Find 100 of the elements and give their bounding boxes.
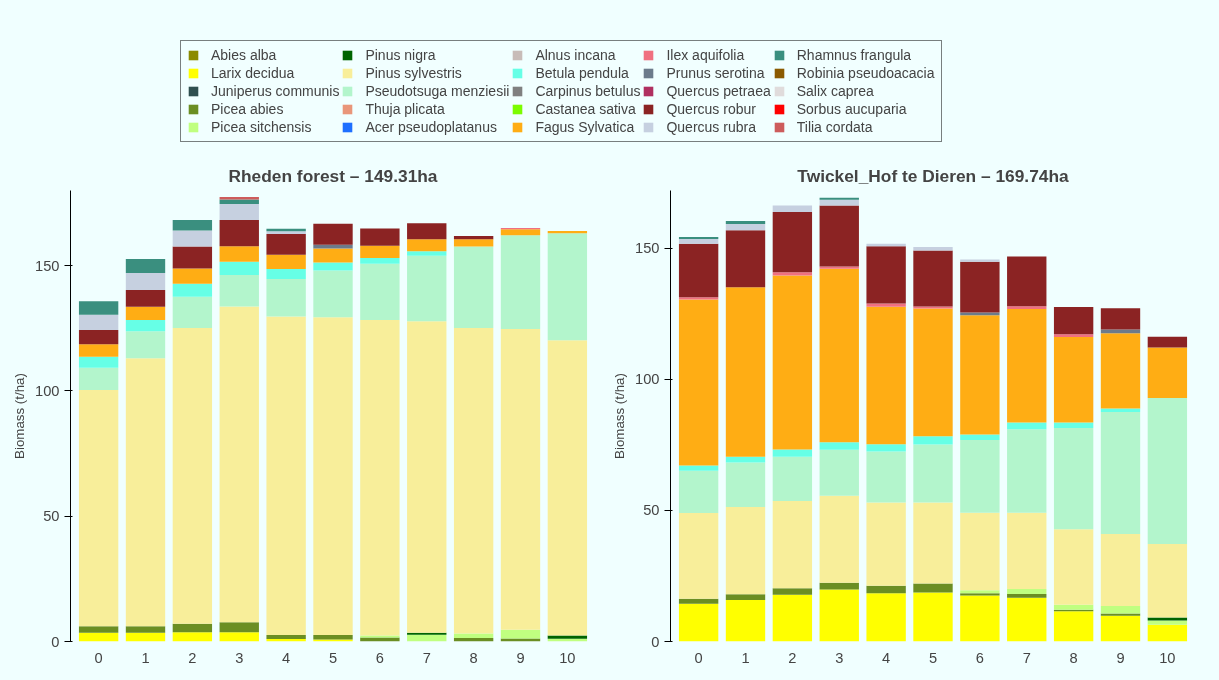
bar [1053, 611, 1094, 642]
legend-label: Rhamnus frangula [796, 47, 912, 63]
legend-label: Quercus robur [666, 101, 756, 117]
y-tick-label: 100 [635, 371, 660, 388]
y-axis-title: Biomass (t/ha) [612, 373, 628, 459]
bar [78, 356, 119, 368]
x-tick-label: 9 [516, 649, 525, 666]
bar [678, 297, 719, 300]
chart-title: Rheden forest – 149.31ha [228, 165, 438, 186]
bar [453, 236, 494, 240]
bar [1100, 408, 1141, 413]
bar [678, 239, 719, 244]
bar [219, 220, 259, 247]
legend-label: Alnus incana [535, 47, 616, 63]
x-tick-label: 3 [235, 649, 244, 666]
bar [407, 632, 447, 635]
legend-label: Quercus rubra [666, 119, 756, 135]
bar [866, 451, 906, 503]
bar [913, 444, 953, 503]
legend-label: Carpinus betulus [535, 83, 641, 99]
x-tick-label: 5 [328, 649, 338, 666]
bar [78, 389, 119, 627]
bar [960, 315, 1000, 435]
y-tick-label: 100 [35, 382, 60, 399]
bar [78, 330, 119, 345]
bar [219, 274, 259, 307]
bar [407, 251, 447, 256]
legend-label: Robinia pseudoacacia [796, 65, 935, 81]
y-tick-label: 50 [643, 502, 660, 519]
bar [219, 197, 259, 200]
bar [819, 495, 859, 583]
bar [125, 632, 166, 642]
bar [313, 634, 353, 640]
x-tick-label: 2 [188, 649, 197, 666]
bar [500, 329, 541, 630]
bar [913, 246, 953, 251]
bar [725, 462, 766, 507]
bar [407, 223, 447, 240]
bar [866, 593, 906, 642]
bar [1147, 347, 1188, 398]
legend-label: Acer pseudoplatanus [365, 119, 497, 135]
bar [453, 633, 494, 638]
legend-label: Prunus serotina [666, 65, 765, 81]
bar [678, 603, 719, 642]
bar [819, 449, 859, 496]
bar [1147, 336, 1188, 348]
bar [772, 272, 813, 276]
bar [360, 257, 400, 264]
y-tick-label: 50 [43, 508, 60, 525]
bar [125, 306, 166, 321]
bar [772, 275, 813, 450]
bar [500, 638, 541, 642]
bar [547, 233, 588, 341]
x-tick-label: 1 [741, 649, 750, 666]
x-tick-label: 7 [422, 649, 431, 666]
bar [78, 301, 119, 315]
x-tick-label: 8 [469, 649, 478, 666]
bar [313, 262, 353, 271]
bar [78, 367, 119, 390]
x-tick-label: 0 [694, 649, 703, 666]
bar [866, 306, 906, 445]
x-tick-label: 7 [1022, 649, 1031, 666]
bar [1053, 604, 1094, 610]
legend-label: Picea abies [211, 101, 284, 117]
bar [1053, 422, 1094, 429]
legend-label: Betula pendula [535, 65, 629, 81]
bar [725, 594, 766, 601]
bar [1100, 613, 1141, 616]
bar [172, 296, 213, 329]
bar [1100, 606, 1141, 614]
bar [1147, 617, 1188, 621]
bar [219, 306, 259, 623]
bar [407, 239, 447, 252]
x-tick-label: 6 [975, 649, 984, 666]
bar [960, 434, 1000, 441]
bar [172, 632, 213, 642]
bar [125, 626, 166, 633]
y-tick-label: 150 [35, 257, 60, 274]
bar [1007, 309, 1047, 423]
bar [678, 470, 719, 514]
legend-label: Juniperus communis [211, 83, 340, 99]
bar [360, 637, 400, 642]
bar [78, 626, 119, 633]
bar [313, 223, 353, 245]
bar [1007, 512, 1047, 590]
bar [360, 320, 400, 636]
x-tick-label: 6 [375, 649, 384, 666]
bar [960, 259, 1000, 262]
legend-label: Pinus nigra [365, 47, 436, 63]
bar [1053, 334, 1094, 338]
bar [819, 589, 859, 642]
bar [172, 328, 213, 624]
bar [1100, 333, 1141, 409]
x-tick-label: 1 [141, 649, 150, 666]
bar [360, 245, 400, 258]
bar [125, 272, 166, 290]
bar [547, 340, 588, 636]
legend-label: Quercus petraea [666, 83, 771, 99]
bar [407, 255, 447, 322]
legend-label: Pseudotsuga menziesii [365, 83, 510, 99]
